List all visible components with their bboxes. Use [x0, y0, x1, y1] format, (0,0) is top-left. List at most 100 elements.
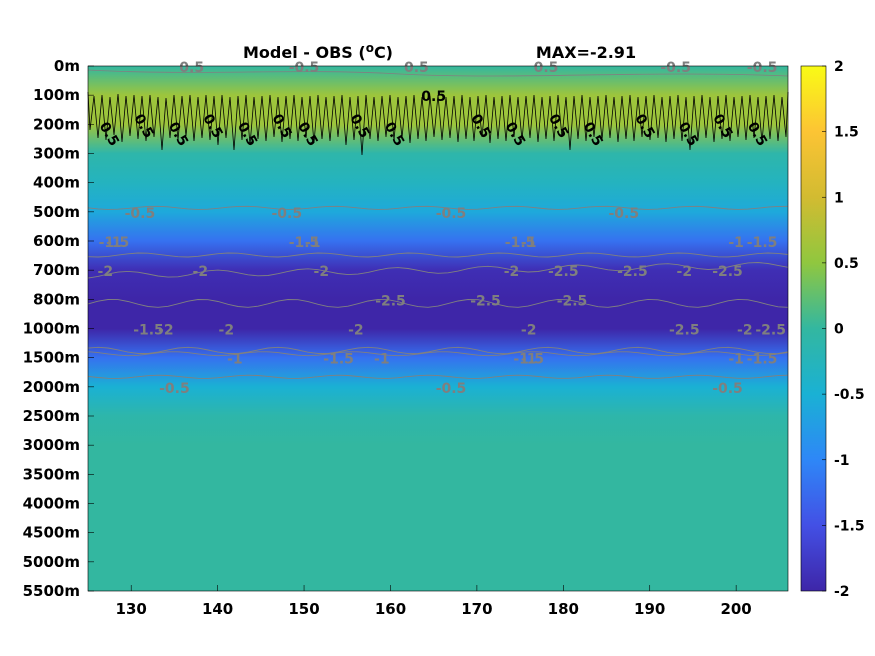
contour-label: -2 [193, 264, 209, 280]
colorbar-tick-label: -0.5 [834, 387, 865, 403]
contour-label: -2.5 [712, 264, 743, 280]
y-tick-label: 500m [33, 203, 80, 221]
y-axis-ticks: 0m 100m 200m 300m 400m 500m 600m 700m 800m 1000m 1… [23, 57, 94, 600]
contour-line [87, 374, 789, 379]
contour-label: 0.5 [179, 60, 204, 76]
y-tick-label: 5000m [23, 553, 80, 571]
contour-label: 0.5 [421, 89, 446, 105]
y-tick-label: 5500m [23, 582, 80, 600]
contour-line [87, 205, 789, 210]
x-tick-label: 170 [461, 600, 492, 618]
contour-label: -1.5 [513, 352, 544, 368]
colorbar-tick-label: 1 [834, 190, 844, 206]
x-tick-label: 140 [202, 600, 233, 618]
y-tick-label: 600m [33, 232, 80, 250]
contour-label: -0.5 [289, 60, 320, 76]
contour-label: -2.5 [755, 323, 786, 339]
contour-label: -1 [728, 235, 744, 251]
shallow-contour-fringe [87, 91, 789, 156]
contour-line [87, 262, 789, 279]
colorbar-tick-label: 0.5 [834, 256, 859, 272]
y-tick-label: 4500m [23, 524, 80, 542]
contour-label: -2 [158, 323, 174, 339]
contour-label: -1 [106, 235, 122, 251]
colorbar-tick-label: -2 [834, 584, 850, 600]
x-tick-label: 130 [116, 600, 147, 618]
contour-label: -2 [504, 264, 520, 280]
contour-label: -2 [737, 323, 753, 339]
contour-label: -0.5 [125, 206, 156, 222]
contour-labels: 0.5 -0.5 0.5 0.5 -0.5 -0.50.50.5 0.5 0.5 0.5 0.5 0… [96, 60, 786, 397]
colorbar-ticks: 2 1.5 1 0.5 0 -0.5 -1 -1.5 -2 [822, 59, 865, 600]
contour-label: -0.5 [608, 206, 639, 222]
contour-label: -1.5 [747, 235, 778, 251]
contour-label: -2.5 [617, 264, 648, 280]
x-tick-label: 190 [634, 600, 665, 618]
contour-label: -2 [348, 323, 364, 339]
contour-label: -1.5 [99, 235, 130, 251]
gray-contours [87, 205, 789, 379]
y-tick-label: 3000m [23, 436, 80, 454]
plot-area: 0.5 -0.5 0.5 0.5 -0.5 -0.50.50.5 0.5 0.5 0.5 0.5 0… [87, 60, 789, 592]
contour-label: -1 [521, 352, 537, 368]
x-tick-label: 150 [288, 600, 319, 618]
y-tick-label: 800m [33, 290, 80, 308]
y-tick-label: 2000m [23, 378, 80, 396]
contour-label: -1.5 [289, 235, 320, 251]
colorbar-tick-label: -1.5 [834, 518, 865, 534]
heatmap-field [88, 66, 788, 591]
contour-label: -0.5 [712, 381, 743, 397]
y-tick-label: 300m [33, 145, 80, 163]
contour-label: -0.5 [271, 206, 302, 222]
colorbar-tick-label: 2 [834, 59, 844, 75]
contour-label: -1 [227, 352, 243, 368]
contour-line [87, 351, 789, 357]
contour-label: -2 [314, 264, 330, 280]
contour-label: -1 [521, 235, 537, 251]
contour-label: -1.5 [323, 352, 354, 368]
contour-label: -1 [728, 352, 744, 368]
contour-line [87, 252, 789, 258]
contour-label: -1 [305, 235, 321, 251]
contour-label: 0.5 [404, 60, 429, 76]
y-tick-label: 2500m [23, 407, 80, 425]
contour-label: -2 [677, 264, 693, 280]
contour-label: -1.5 [133, 323, 164, 339]
contour-label: -1 [374, 352, 390, 368]
x-tick-label: 200 [720, 600, 751, 618]
y-tick-label: 0m [54, 57, 80, 75]
contour-label: -2.5 [470, 293, 501, 309]
y-tick-label: 1000m [23, 320, 80, 338]
contour-label: -0.5 [159, 381, 190, 397]
colorbar-tick-label: 1.5 [834, 125, 859, 141]
contour-label: -2.5 [557, 293, 588, 309]
colorbar-tick-label: -1 [834, 453, 850, 469]
y-tick-label: 1500m [23, 349, 80, 367]
contour-label: -0.5 [436, 206, 467, 222]
contour-label: -1.5 [505, 235, 536, 251]
surface-contour [87, 69, 789, 77]
max-annotation: MAX=-2.91 [536, 43, 636, 62]
y-tick-label: 700m [33, 261, 80, 279]
y-tick-label: 4000m [23, 495, 80, 513]
contour-label: -2 [521, 323, 537, 339]
contour-label: -2 [219, 323, 235, 339]
colorbar-tick-label: 0 [834, 322, 844, 338]
x-tick-label: 160 [375, 600, 406, 618]
contour-label: 0.5 [534, 60, 559, 76]
contour-label: -1.5 [747, 352, 778, 368]
contour-line [87, 298, 789, 308]
y-tick-label: 100m [33, 86, 80, 104]
x-tick-label: 180 [548, 600, 579, 618]
contour-label: -0.5 [747, 60, 778, 76]
y-tick-label: 400m [33, 174, 80, 192]
contour-label: -2.5 [375, 293, 406, 309]
contour-label: -0.5 [436, 381, 467, 397]
contour-label: -2 [98, 264, 114, 280]
chart-title: Model - OBS (oC) [243, 41, 393, 62]
y-tick-label: 3500m [23, 465, 80, 483]
x-axis-ticks: 130 140 150 160 170 180 190 200 [116, 585, 752, 618]
contour-label: -0.5 [660, 60, 691, 76]
contour-label: -2.5 [548, 264, 579, 280]
